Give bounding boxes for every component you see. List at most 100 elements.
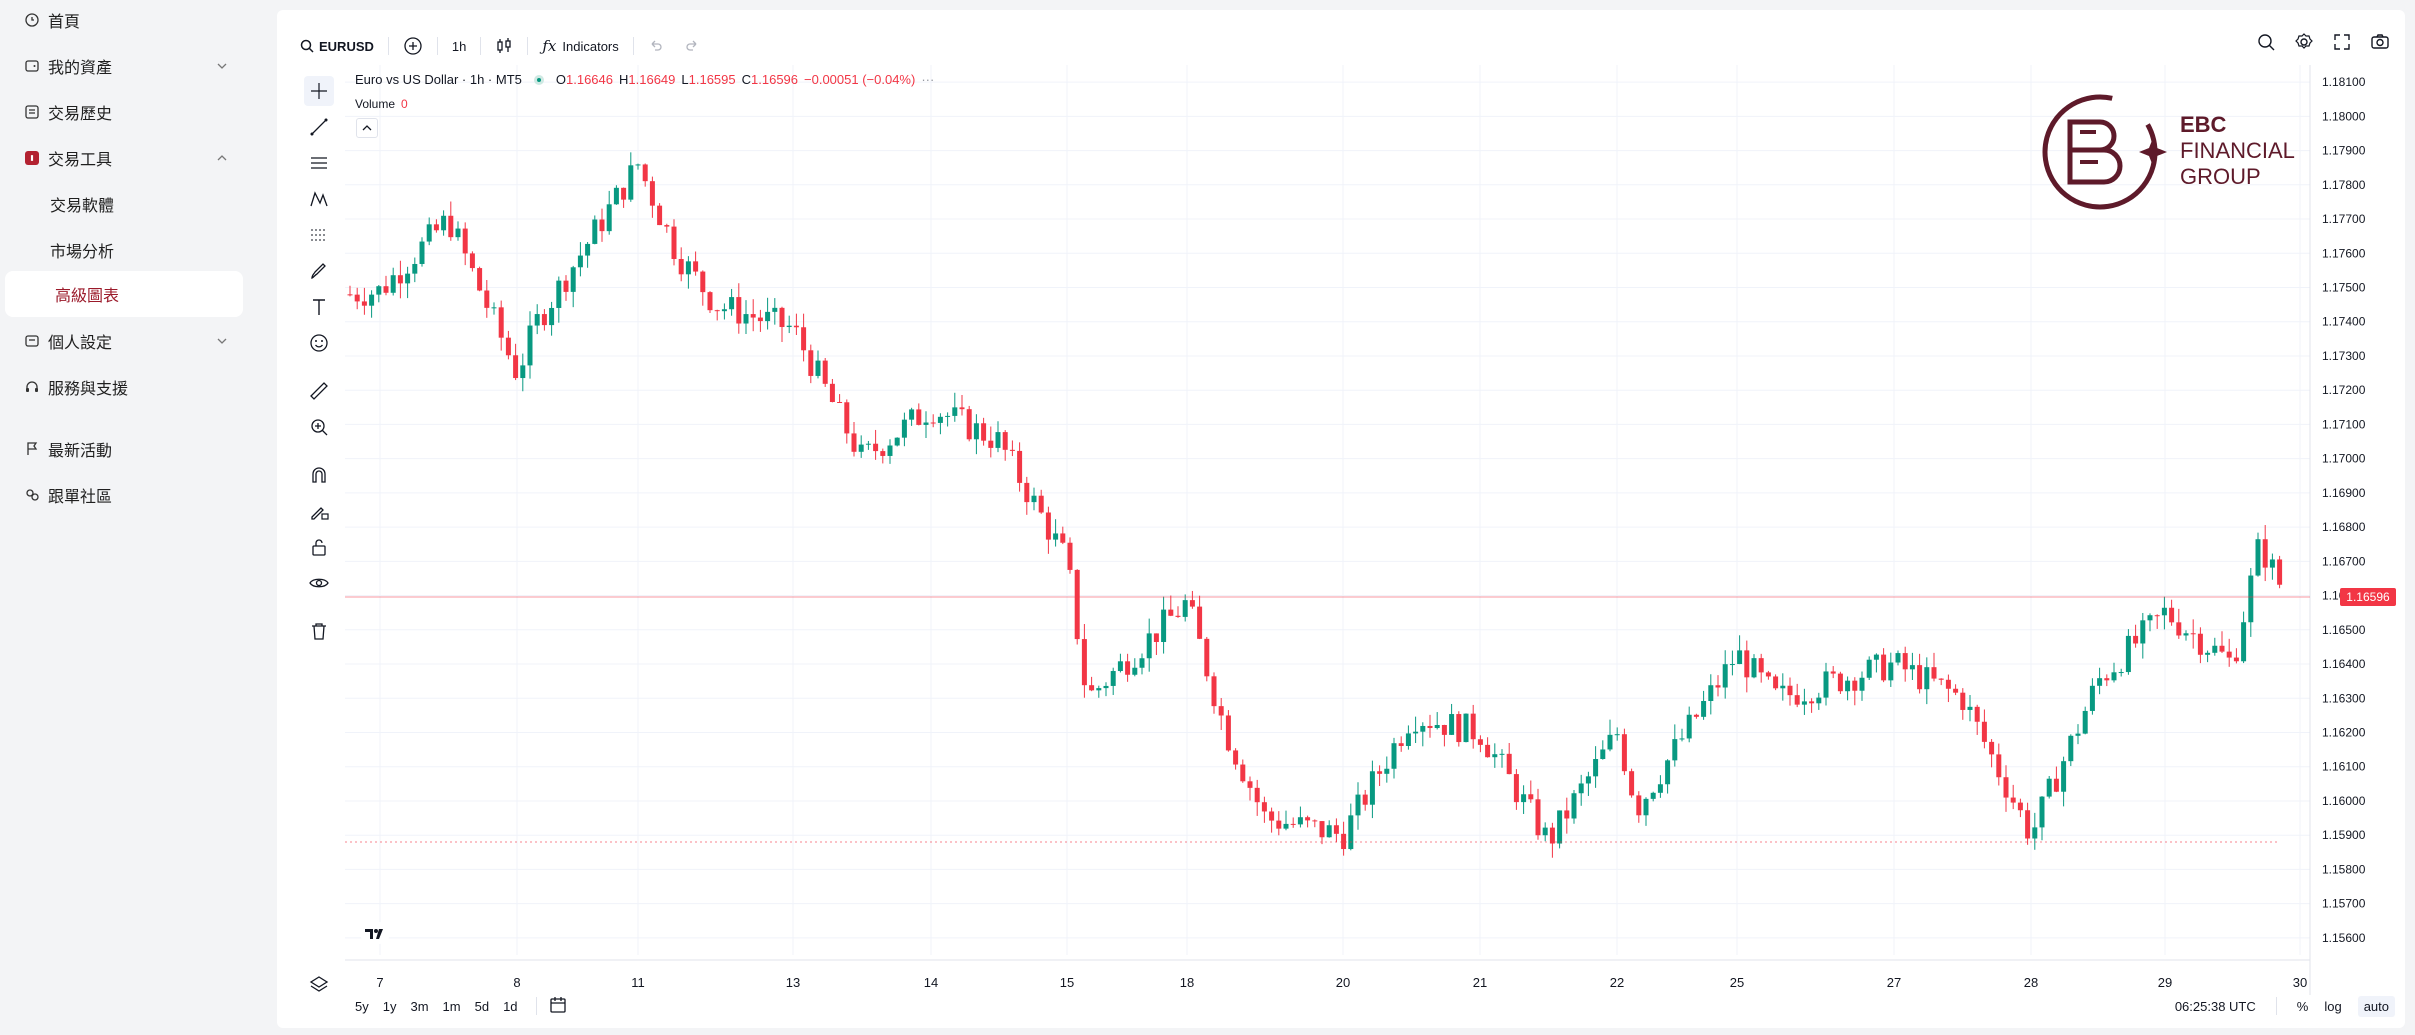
sidebar-item-label: 交易軟體 <box>50 198 115 215</box>
candle-body <box>2111 672 2117 681</box>
symbol-search-button[interactable]: EURUSD <box>290 32 384 60</box>
go-to-date-button[interactable] <box>549 996 569 1017</box>
hide-tool[interactable] <box>304 568 334 598</box>
candle-body <box>592 219 598 244</box>
candle-body <box>2219 645 2225 652</box>
candle-body <box>1830 671 1836 674</box>
undo-icon <box>651 40 662 51</box>
utc-clock[interactable]: 06:25:38 UTC <box>2174 998 2256 1014</box>
percent-scale-toggle[interactable]: % <box>2296 998 2309 1014</box>
volume-legend: Volume 0 <box>355 97 408 111</box>
sidebar-item-history[interactable]: 交易歷史 <box>0 89 245 135</box>
candle-body <box>2241 622 2247 662</box>
price-tick-label: 1.18100 <box>2322 75 2366 89</box>
candle-body <box>1089 685 1095 691</box>
candle-body <box>1974 706 1980 722</box>
sidebar-item-assets[interactable]: 我的資產 <box>0 43 245 89</box>
sidebar-item-market-analysis[interactable]: 市場分析 <box>0 227 245 273</box>
candle-body <box>1837 673 1843 692</box>
sidebar-item-trading-tools[interactable]: 交易工具 <box>0 135 245 181</box>
home-icon <box>24 12 40 28</box>
pattern-tool[interactable] <box>304 184 334 214</box>
candle-body <box>1873 654 1879 660</box>
chevron-up-icon <box>362 125 372 131</box>
price-chart[interactable]: 1.18100 1.18000 1.17900 1.17800 1.17700 1.176… <box>345 65 2395 995</box>
candle-body <box>801 327 807 351</box>
legend-title: Euro vs US Dollar · 1h · MT5 <box>355 72 522 87</box>
quick-search-icon[interactable] <box>2256 32 2276 52</box>
undo-button[interactable] <box>638 32 674 60</box>
candle-body <box>1297 817 1303 825</box>
fullscreen-icon[interactable] <box>2332 32 2352 52</box>
time-tick-label: 13 <box>786 975 800 990</box>
crosshair-tool[interactable] <box>304 76 334 106</box>
sidebar-item-copy-trading[interactable]: 跟單社區 <box>0 472 245 518</box>
candle-body <box>1348 815 1354 850</box>
camera-icon[interactable] <box>2370 32 2390 52</box>
range-1m-button[interactable]: 1m <box>442 998 461 1014</box>
more-dots-icon[interactable]: ··· <box>921 72 935 87</box>
redo-button[interactable] <box>674 32 710 60</box>
price-tick-label: 1.16400 <box>2322 657 2366 671</box>
zoom-tool[interactable] <box>304 412 334 442</box>
interval-button[interactable]: 1h <box>451 38 467 54</box>
candle-body <box>2133 635 2139 644</box>
chart-area[interactable]: 1.18100 1.18000 1.17900 1.17800 1.17700 1.176… <box>345 65 2395 995</box>
delete-tool[interactable] <box>304 616 334 646</box>
sidebar-item-personal-settings[interactable]: 個人設定 <box>0 318 245 364</box>
settings-gear-icon[interactable] <box>2294 32 2314 52</box>
prediction-tool[interactable] <box>304 220 334 250</box>
chart-type-button[interactable] <box>485 32 523 60</box>
sidebar-item-events[interactable]: 最新活動 <box>0 426 245 472</box>
lock-drawing-tool[interactable] <box>304 496 334 526</box>
range-1d-button[interactable]: 1d <box>503 998 518 1014</box>
legend-high-label: H <box>619 72 629 87</box>
bottom-range-bar: 5y 1y 3m 1m 5d 1d <box>355 992 2395 1020</box>
plus-circle-icon <box>404 37 422 55</box>
candle-body <box>1125 661 1131 675</box>
range-1y-button[interactable]: 1y <box>382 998 397 1014</box>
candle-body <box>549 307 555 326</box>
layers-icon <box>309 976 329 992</box>
sidebar-item-advanced-chart[interactable]: 高級圖表 <box>5 271 243 317</box>
sidebar-item-label: 交易歷史 <box>48 106 113 123</box>
range-3m-button[interactable]: 3m <box>410 998 429 1014</box>
candle-body <box>2248 575 2254 623</box>
brush-tool[interactable] <box>304 256 334 286</box>
auto-scale-toggle[interactable]: auto <box>2357 995 2395 1017</box>
trendline-tool[interactable] <box>304 112 334 142</box>
chevron-up-icon <box>217 155 227 161</box>
range-5d-button[interactable]: 5d <box>474 998 490 1014</box>
object-tree-tool[interactable] <box>304 970 334 1000</box>
compare-button[interactable] <box>393 32 433 60</box>
candles-icon <box>497 38 512 53</box>
log-scale-toggle[interactable]: log <box>2324 998 2342 1014</box>
candle-body <box>750 314 756 318</box>
range-5y-button[interactable]: 5y <box>355 998 369 1014</box>
collapse-legend-button[interactable] <box>356 118 378 138</box>
lock-tool[interactable] <box>304 532 334 562</box>
measure-tool[interactable] <box>304 376 334 406</box>
emoji-tool[interactable] <box>304 328 334 358</box>
candle-body <box>2140 620 2146 644</box>
candle-body <box>1686 714 1692 739</box>
sidebar-item-support[interactable]: 服務與支援 <box>0 364 245 410</box>
candle-body <box>1917 665 1923 690</box>
price-tick-label: 1.17000 <box>2322 452 2366 466</box>
candle-body <box>1377 771 1383 774</box>
text-tool[interactable] <box>304 292 334 322</box>
candle-body <box>2118 672 2124 674</box>
candle-body <box>1528 794 1534 800</box>
fib-tool[interactable] <box>304 148 334 178</box>
candle-body <box>642 164 648 182</box>
sidebar-item-home[interactable]: 首頁 <box>0 0 245 43</box>
volume-label: Volume <box>355 97 396 111</box>
legend-low-value: 1.16595 <box>688 72 736 87</box>
tradingview-logo-icon[interactable] <box>360 922 390 944</box>
indicators-button[interactable]: ƒx Indicators <box>532 32 628 60</box>
magnet-tool[interactable] <box>304 460 334 490</box>
sidebar-item-trading-software[interactable]: 交易軟體 <box>0 181 245 227</box>
candle-body <box>484 290 490 308</box>
candle-body <box>1715 685 1721 688</box>
